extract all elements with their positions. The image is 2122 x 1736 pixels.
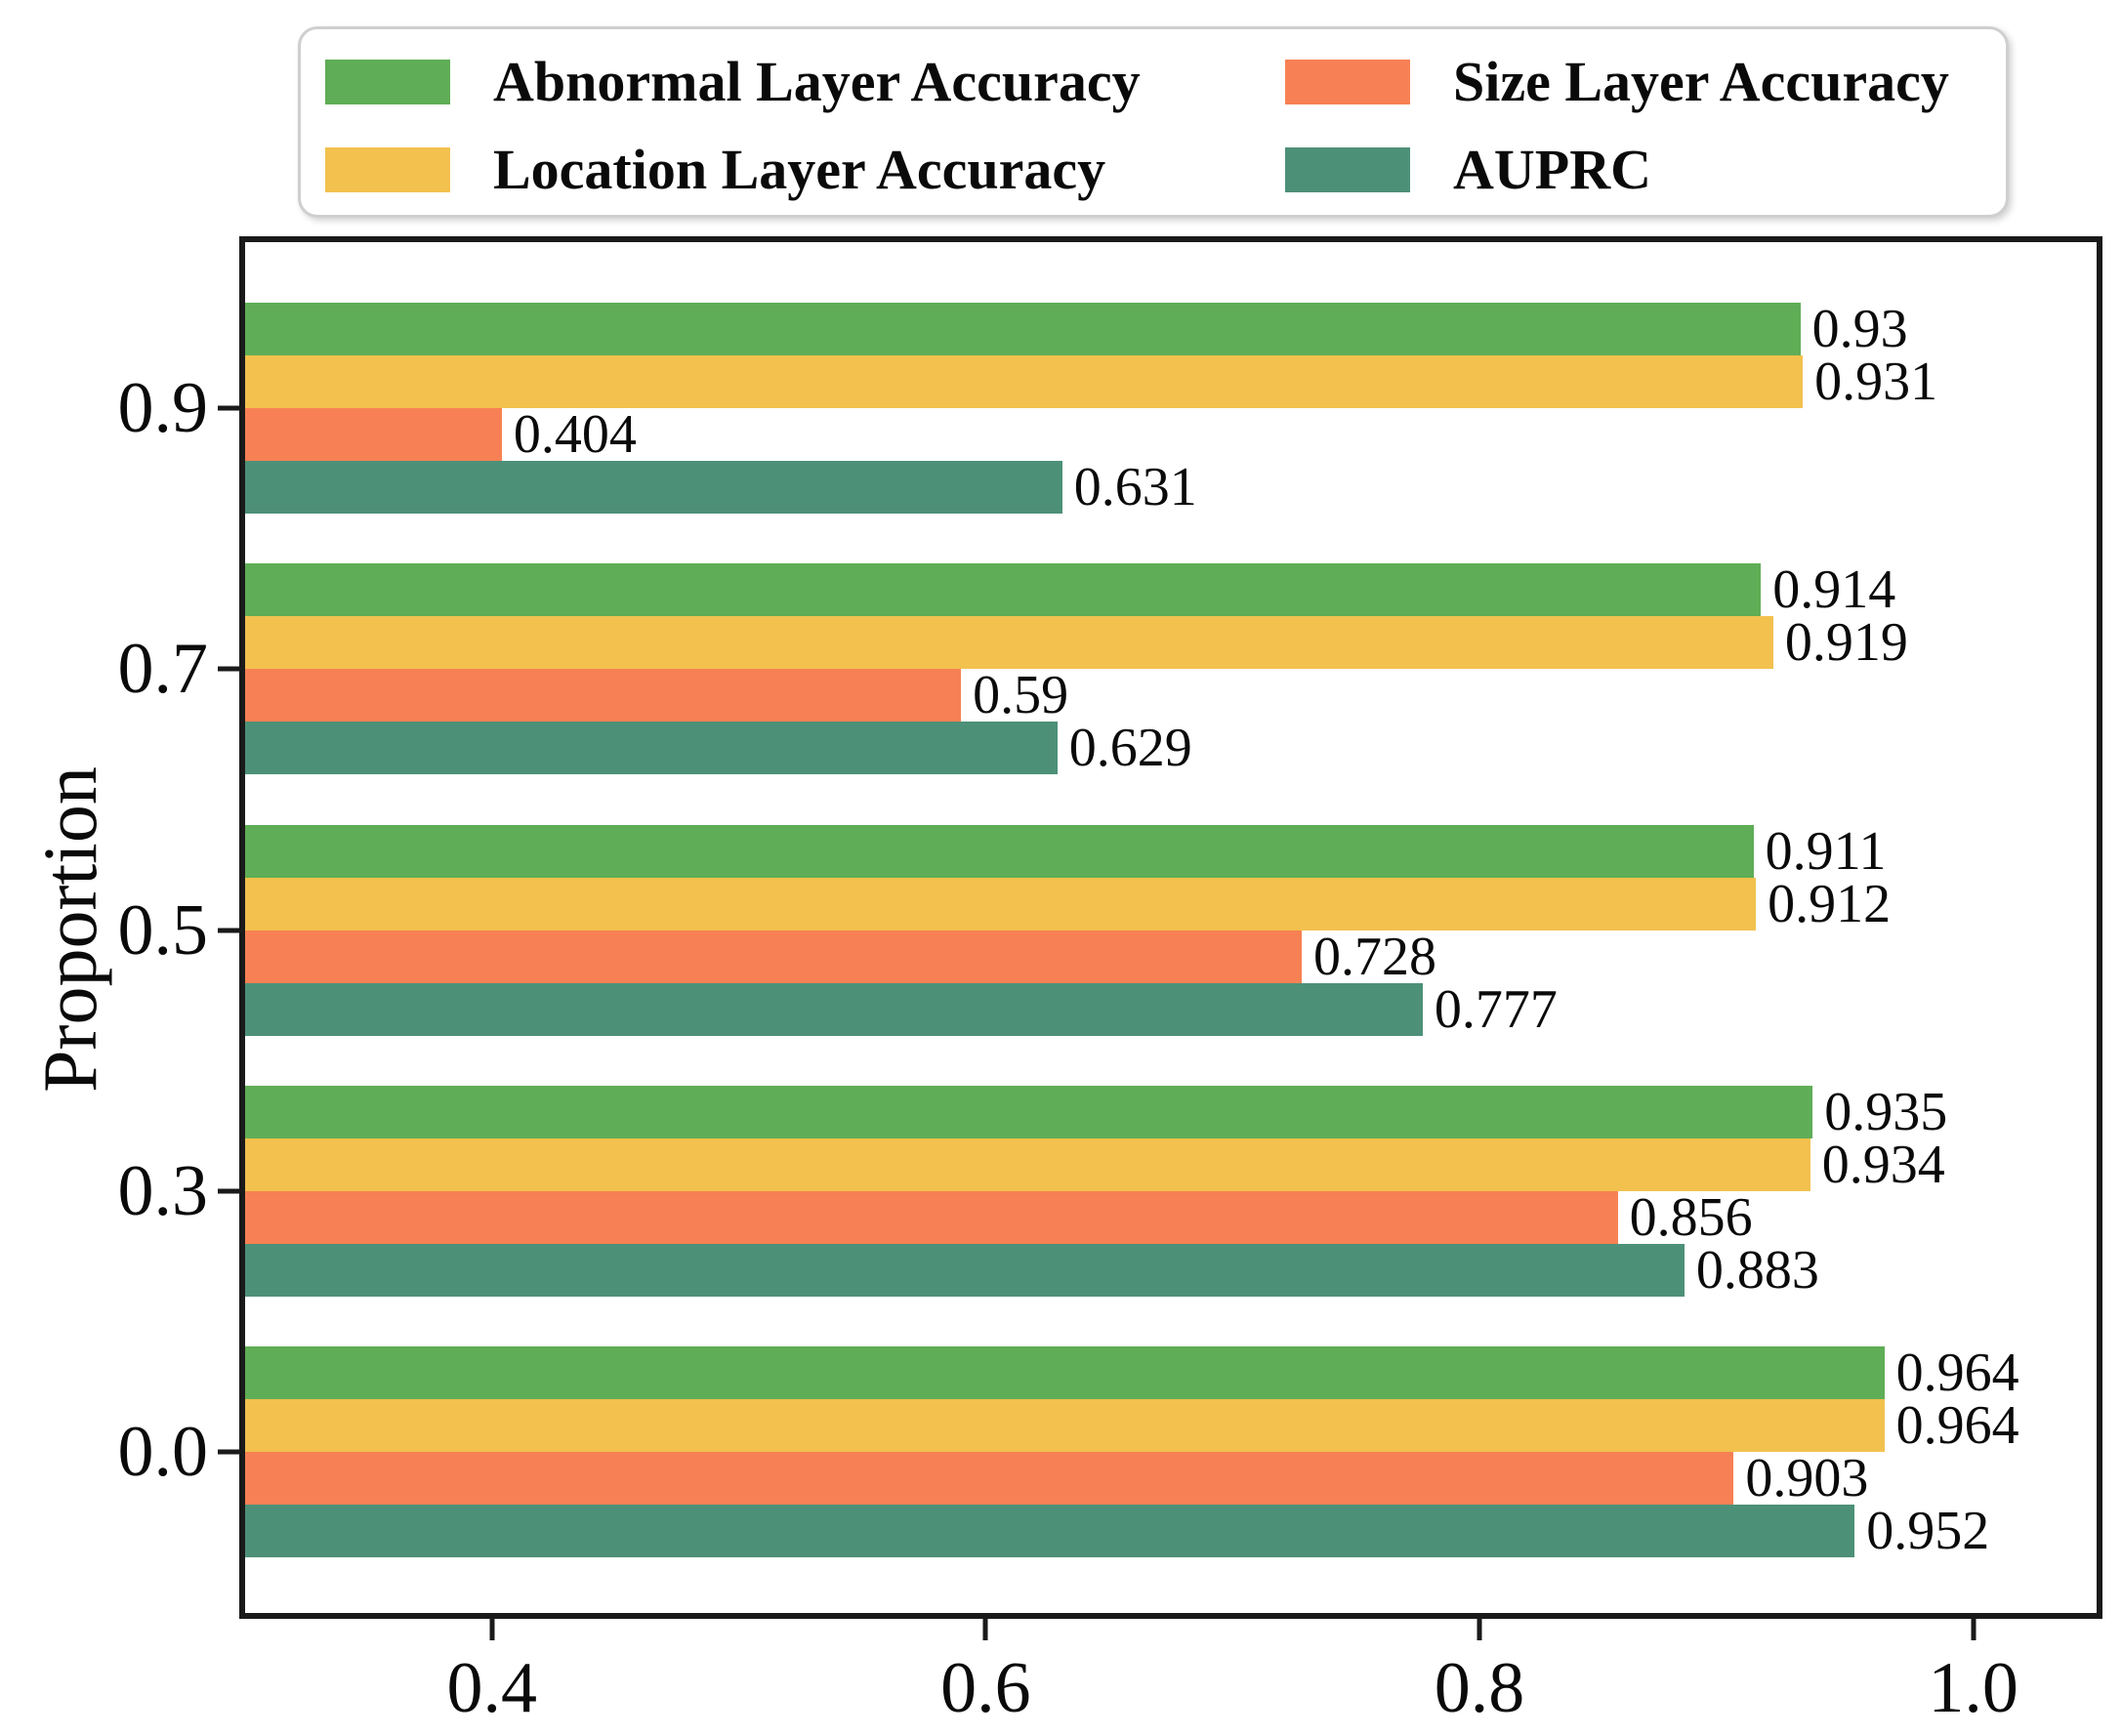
x-tick [489, 1619, 495, 1640]
bar-size-layer-accuracy-0.5 [245, 930, 1302, 983]
bar-location-layer-accuracy-0.3 [245, 1137, 1810, 1191]
bar-value-label: 0.856 [1629, 1186, 1753, 1248]
bar-value-label: 0.629 [1068, 718, 1192, 779]
x-tick [1971, 1619, 1976, 1640]
y-tick-label-0.7: 0.7 [117, 629, 209, 710]
legend-label: Size Layer Accuracy [1453, 50, 1949, 113]
x-tick-label-0.6: 0.6 [940, 1648, 1031, 1728]
bar-value-label: 0.931 [1814, 351, 1938, 412]
bar-value-label: 0.911 [1765, 820, 1887, 882]
legend-swatch-location [325, 147, 450, 192]
bar-value-label: 0.964 [1895, 1395, 2019, 1456]
bar-location-layer-accuracy-0.9 [245, 355, 1804, 408]
legend-label: Abnormal Layer Accuracy [493, 50, 1141, 113]
bar-value-label: 0.935 [1824, 1081, 1948, 1142]
legend-label: Location Layer Accuracy [493, 138, 1106, 201]
bar-value-label: 0.728 [1312, 926, 1436, 987]
bar-value-label: 0.903 [1745, 1448, 1869, 1509]
legend-item-location-layer-accuracy: Location Layer Accuracy [325, 142, 1105, 198]
plot-area: 0.93 0.931 0.404 0.631 0.914 0.919 0.59 0.629 0.… [239, 236, 2102, 1619]
y-tick [218, 928, 239, 932]
bar-auprc-0.5 [245, 982, 1423, 1036]
bar-abnormal-layer-accuracy-0.7 [245, 563, 1762, 617]
legend-swatch-auprc [1285, 147, 1410, 192]
y-tick-label-0.9: 0.9 [117, 368, 209, 448]
y-tick [218, 1188, 239, 1194]
bar-value-label: 0.883 [1695, 1239, 1819, 1301]
y-tick [218, 1449, 239, 1455]
bar-size-layer-accuracy-0.9 [245, 408, 502, 461]
bar-auprc-0.0 [245, 1505, 1855, 1557]
legend: Abnormal Layer Accuracy Location Layer A… [298, 26, 2009, 218]
bar-value-label: 0.631 [1073, 457, 1197, 517]
y-tick [218, 405, 239, 411]
bar-value-label: 0.777 [1434, 978, 1558, 1040]
x-tick-label-1.0: 1.0 [1928, 1648, 2018, 1728]
bar-value-label: 0.919 [1784, 612, 1908, 674]
y-tick [218, 666, 239, 672]
bar-value-label: 0.404 [513, 404, 637, 465]
y-tick-label-0.0: 0.0 [117, 1412, 209, 1492]
bar-auprc-0.3 [245, 1243, 1685, 1297]
legend-label: AUPRC [1453, 138, 1651, 201]
bar-abnormal-layer-accuracy-0.3 [245, 1085, 1813, 1138]
bar-abnormal-layer-accuracy-0.5 [245, 824, 1754, 878]
bar-abnormal-layer-accuracy-0.9 [245, 303, 1801, 355]
y-tick-label-0.5: 0.5 [117, 889, 209, 971]
bar-size-layer-accuracy-0.7 [245, 669, 962, 723]
bar-value-label: 0.59 [973, 665, 1069, 726]
bar-value-label: 0.964 [1895, 1343, 2019, 1403]
bar-value-label: 0.93 [1811, 299, 1908, 359]
x-tick-label-0.8: 0.8 [1434, 1648, 1525, 1728]
bar-value-label: 0.914 [1772, 559, 1896, 621]
legend-item-size-layer-accuracy: Size Layer Accuracy [1285, 54, 1949, 110]
legend-item-abnormal-layer-accuracy: Abnormal Layer Accuracy [325, 54, 1141, 110]
bar-location-layer-accuracy-0.5 [245, 877, 1757, 930]
bar-location-layer-accuracy-0.0 [245, 1399, 1885, 1452]
legend-swatch-size [1285, 60, 1410, 104]
x-tick [982, 1619, 988, 1640]
bar-auprc-0.9 [245, 461, 1062, 514]
bar-size-layer-accuracy-0.0 [245, 1452, 1734, 1505]
bar-value-label: 0.934 [1821, 1134, 1945, 1195]
bar-auprc-0.7 [245, 722, 1058, 775]
x-tick-label-0.4: 0.4 [446, 1648, 538, 1728]
bar-size-layer-accuracy-0.3 [245, 1190, 1618, 1244]
legend-swatch-abnormal [325, 60, 450, 104]
x-tick [1477, 1619, 1482, 1640]
bar-value-label: 0.952 [1866, 1501, 1990, 1561]
legend-item-auprc: AUPRC [1285, 142, 1651, 198]
bar-location-layer-accuracy-0.7 [245, 616, 1773, 670]
bar-value-label: 0.912 [1768, 873, 1892, 934]
y-tick-label-0.3: 0.3 [117, 1150, 209, 1231]
bar-abnormal-layer-accuracy-0.0 [245, 1346, 1885, 1399]
